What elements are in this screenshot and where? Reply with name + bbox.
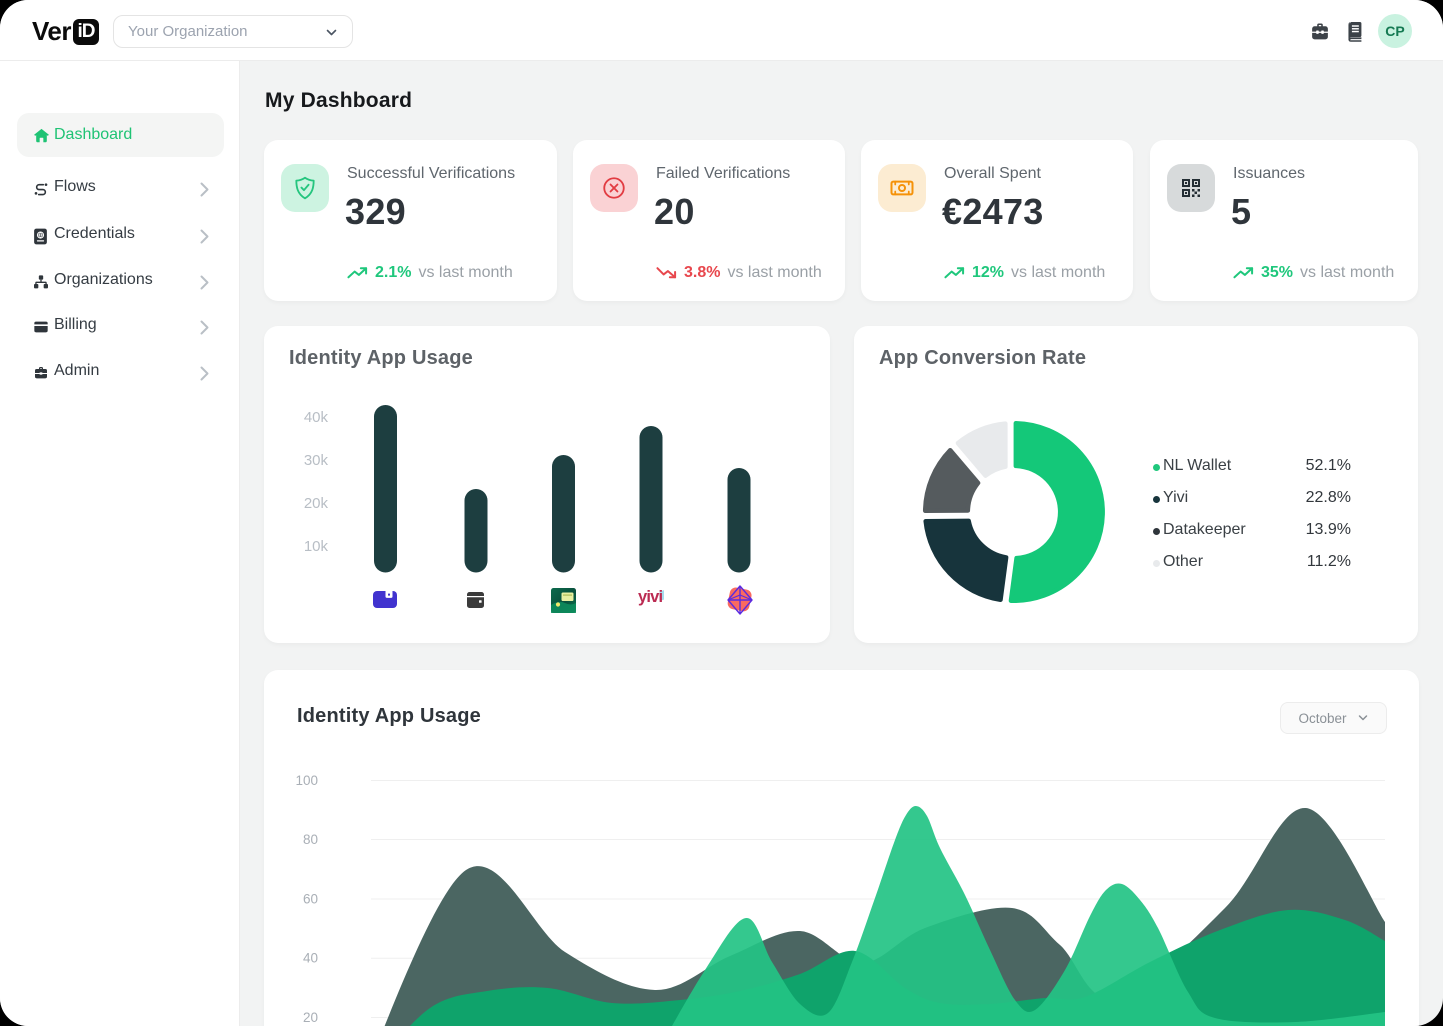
svg-text:40k: 40k: [304, 409, 329, 426]
svg-text:40: 40: [303, 951, 318, 966]
svg-text:yivi: yivi: [638, 588, 663, 606]
svg-text:10k: 10k: [304, 538, 329, 555]
svg-text:80: 80: [303, 832, 318, 847]
svg-text:20k: 20k: [304, 495, 329, 512]
svg-text:20: 20: [303, 1010, 318, 1025]
svg-text:60: 60: [303, 892, 318, 907]
svg-text:30k: 30k: [304, 452, 329, 469]
svg-text:100: 100: [295, 773, 318, 788]
